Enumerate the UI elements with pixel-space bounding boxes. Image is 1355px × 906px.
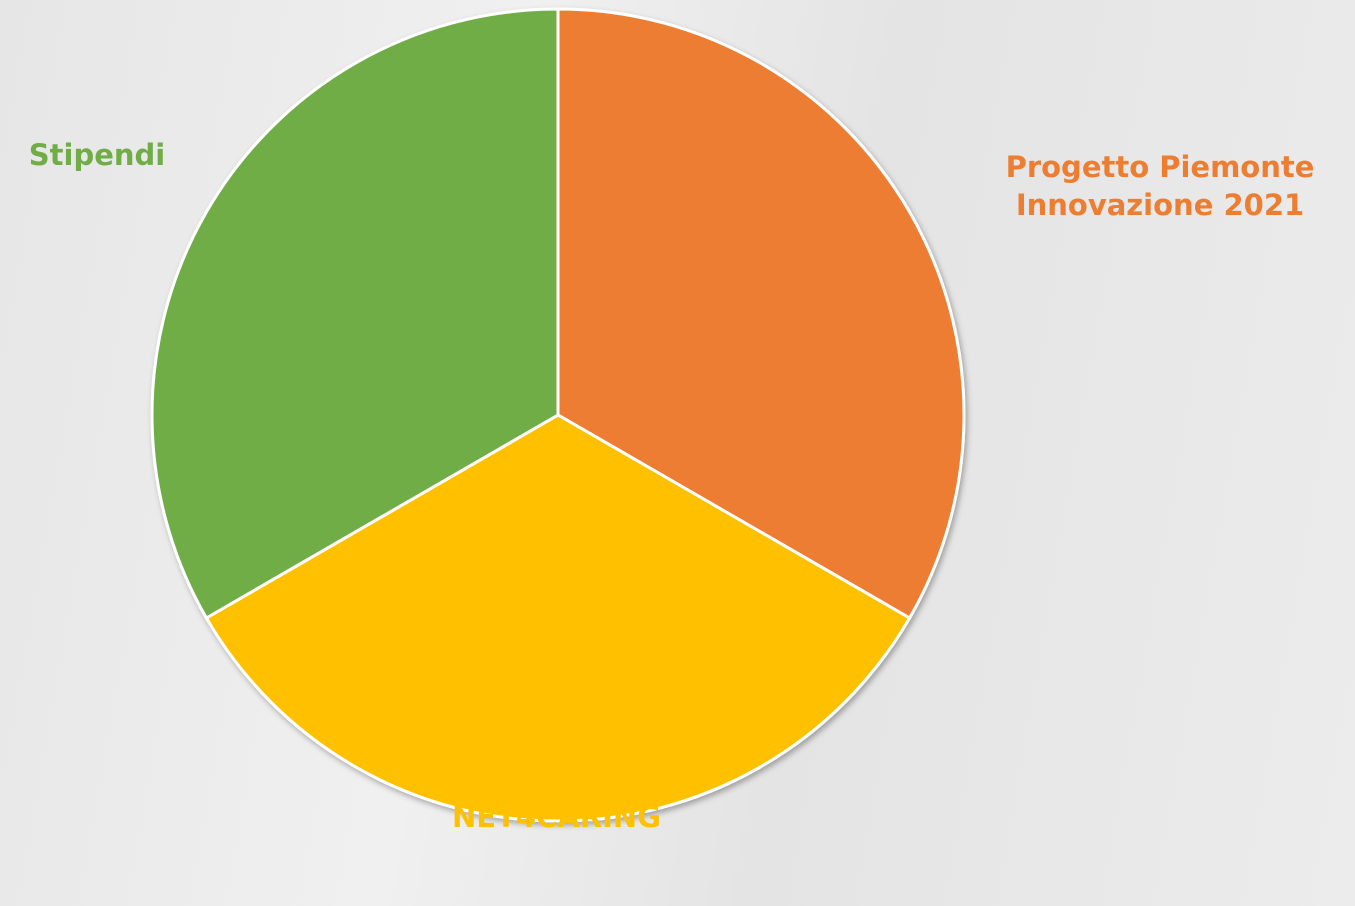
slice-label: Progetto Piemonte Innovazione 2021 <box>1005 150 1315 222</box>
pie <box>150 7 966 823</box>
slice-label: Stipendi <box>28 138 166 172</box>
pie-slice <box>204 413 912 823</box>
slice-label: Progetto NET4CARING <box>452 762 661 834</box>
pie-slice <box>150 7 560 621</box>
pie-slice <box>556 7 966 621</box>
